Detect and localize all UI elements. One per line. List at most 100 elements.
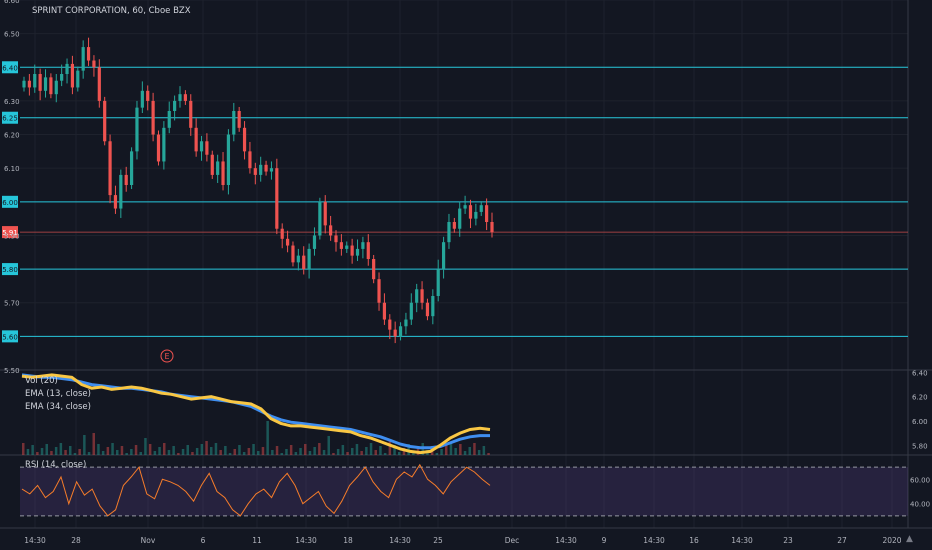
time-tick-label-5: 14:30 xyxy=(295,536,317,545)
volume-bar-80 xyxy=(398,452,401,455)
volume-bar-24 xyxy=(134,445,138,455)
volume-bar-90 xyxy=(445,445,448,455)
volume-bar-7 xyxy=(54,447,58,455)
volume-bar-78 xyxy=(388,439,392,455)
candle-body-65 xyxy=(372,259,376,280)
volume-bar-10 xyxy=(69,446,72,455)
volume-bar-67 xyxy=(336,449,340,455)
rsi-axis[interactable]: 60.00 40.00 xyxy=(910,476,930,508)
volume-bar-79 xyxy=(393,445,396,455)
candle-body-32 xyxy=(194,127,198,152)
candle-body-15 xyxy=(103,100,107,142)
time-axis[interactable]: 14:30 28 Nov 6 11 14:30 18 14:30 25 Dec 14:30 9 14:3… xyxy=(24,536,902,545)
chart-title: SPRINT CORPORATION, 60, Cboe BZX xyxy=(32,6,191,16)
volume-bar-54 xyxy=(275,446,279,455)
candle-body-72 xyxy=(409,302,413,320)
volume-bar-42 xyxy=(219,450,222,455)
volume-bar-57 xyxy=(289,445,293,455)
candle-body-44 xyxy=(259,164,263,175)
candle-body-28 xyxy=(173,100,177,111)
candle-body-8 xyxy=(65,63,69,74)
time-tick-label-14: 14:30 xyxy=(731,536,753,545)
candle-body-54 xyxy=(312,235,317,249)
legend-vol: Vol (20) xyxy=(25,376,58,386)
candle-body-56 xyxy=(323,201,327,226)
volume-bar-11 xyxy=(73,453,77,455)
time-tick-label-12: 14:30 xyxy=(643,536,665,545)
price-axis[interactable]: 6.60 6.50 6.40 6.30 6.25 6.20 6.10 6.00 5.915.90… xyxy=(2,0,20,375)
level-tag-4 xyxy=(2,111,18,124)
volume-bar-56 xyxy=(285,449,288,455)
candle-body-12 xyxy=(86,47,91,61)
ema-axis[interactable]: 6.40 6.20 6.00 5.80 xyxy=(912,369,928,450)
candle-body-2 xyxy=(33,74,37,88)
candle-body-1 xyxy=(27,80,31,88)
volume-bar-63 xyxy=(318,443,321,455)
volume-bar-18 xyxy=(106,447,110,455)
candle-body-49 xyxy=(285,238,290,246)
volume-bar-73 xyxy=(365,447,368,455)
price-tick-label-6: 6.10 xyxy=(4,165,20,173)
candle-body-78 xyxy=(441,242,446,270)
volume-bar-33 xyxy=(177,453,180,455)
candle-body-83 xyxy=(468,205,473,219)
time-tick-label-6: 18 xyxy=(343,536,353,545)
volume-bar-91 xyxy=(449,442,453,455)
candle-body-16 xyxy=(108,141,112,196)
rsi-tick-label-1: 40.00 xyxy=(910,501,930,509)
level-tag-12 xyxy=(2,330,18,343)
volume-bar-5 xyxy=(45,444,48,455)
candle-body-57 xyxy=(329,225,333,236)
volume-bar-99 xyxy=(487,453,490,455)
price-tick-label-3: 6.30 xyxy=(4,98,20,106)
candle-body-86 xyxy=(485,205,489,222)
candle-body-5 xyxy=(49,77,53,95)
volume-bar-27 xyxy=(148,444,152,455)
price-tick-label-13: 5.50 xyxy=(4,367,20,375)
candle-body-63 xyxy=(361,242,365,249)
candle-body-27 xyxy=(167,111,171,128)
candle-body-39 xyxy=(232,111,236,135)
volume-bar-16 xyxy=(97,444,100,455)
auto-scale-icon[interactable]: ▲ xyxy=(906,534,913,544)
earnings-marker-label: E xyxy=(164,352,169,361)
candle-body-68 xyxy=(388,319,392,330)
earnings-marker[interactable]: E xyxy=(160,349,174,363)
settings-corner[interactable]: ▲ xyxy=(906,534,913,544)
candle-body-24 xyxy=(151,100,155,135)
candle-body-45 xyxy=(264,164,268,172)
volume-bar-37 xyxy=(195,448,199,455)
volume-bar-66 xyxy=(332,453,335,455)
candle-body-48 xyxy=(280,228,284,239)
volume-bar-41 xyxy=(214,443,218,455)
volume-bar-17 xyxy=(101,451,105,455)
volume-bar-14 xyxy=(87,452,91,455)
volume-bar-53 xyxy=(271,450,274,455)
candle-body-59 xyxy=(339,242,343,249)
earnings-marker-circle xyxy=(160,349,174,363)
volume-bar-94 xyxy=(463,451,467,455)
volume-bar-59 xyxy=(299,448,302,455)
candle-body-73 xyxy=(415,289,419,303)
volume-bar-47 xyxy=(242,452,246,455)
candle-body-69 xyxy=(393,329,397,337)
time-tick-label-3: 6 xyxy=(201,536,206,545)
volume-bar-13 xyxy=(83,435,86,455)
volume-bar-3 xyxy=(36,452,39,455)
volume-bar-92 xyxy=(454,448,457,455)
volume-bar-69 xyxy=(346,452,349,455)
time-tick-label-16: 27 xyxy=(837,536,847,545)
candle-body-26 xyxy=(162,127,166,162)
candle-body-0 xyxy=(22,80,26,88)
volume-bar-96 xyxy=(473,443,476,455)
candle-body-53 xyxy=(307,248,311,270)
candle-body-79 xyxy=(447,222,451,243)
volume-bar-23 xyxy=(130,449,133,455)
price-tick-label-1: 6.50 xyxy=(4,31,20,39)
candle-body-70 xyxy=(398,326,403,337)
price-tick-label-8: 5.91 xyxy=(2,229,18,237)
candle-body-40 xyxy=(237,111,241,128)
time-tick-label-0: 14:30 xyxy=(24,536,46,545)
volume-bar-22 xyxy=(125,453,128,455)
